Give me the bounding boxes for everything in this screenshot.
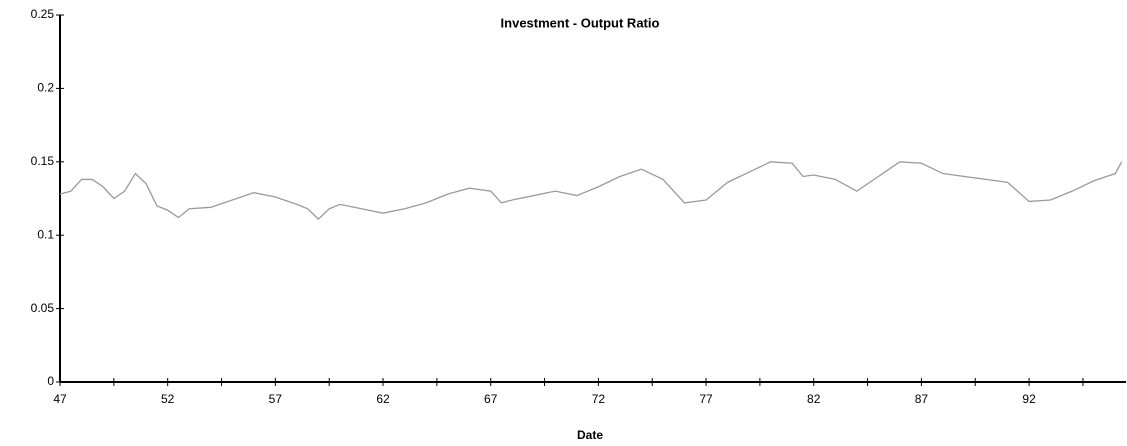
data-line: [59, 161, 1123, 220]
y-tick-label: 0.15: [31, 154, 55, 168]
y-tick-label: 0.1: [37, 227, 54, 241]
y-tick-label: 0.2: [37, 81, 54, 95]
x-tick-label: 52: [161, 392, 175, 406]
x-tick-label: 47: [53, 392, 67, 406]
x-tick-label: 62: [376, 392, 390, 406]
x-tick-label: 77: [699, 392, 713, 406]
x-tick-label: 92: [1022, 392, 1036, 406]
y-tick-label: 0.25: [31, 7, 55, 21]
x-tick-label: 87: [915, 392, 929, 406]
x-tick-label: 72: [592, 392, 606, 406]
y-tick-label: 0.05: [31, 301, 55, 315]
x-tick-label: 57: [269, 392, 283, 406]
x-tick-label: 67: [484, 392, 498, 406]
x-tick-label: 82: [807, 392, 821, 406]
y-tick-label: 0: [47, 374, 54, 388]
chart-title: Investment - Output Ratio: [501, 15, 660, 30]
x-axis-label: Date: [577, 428, 603, 442]
